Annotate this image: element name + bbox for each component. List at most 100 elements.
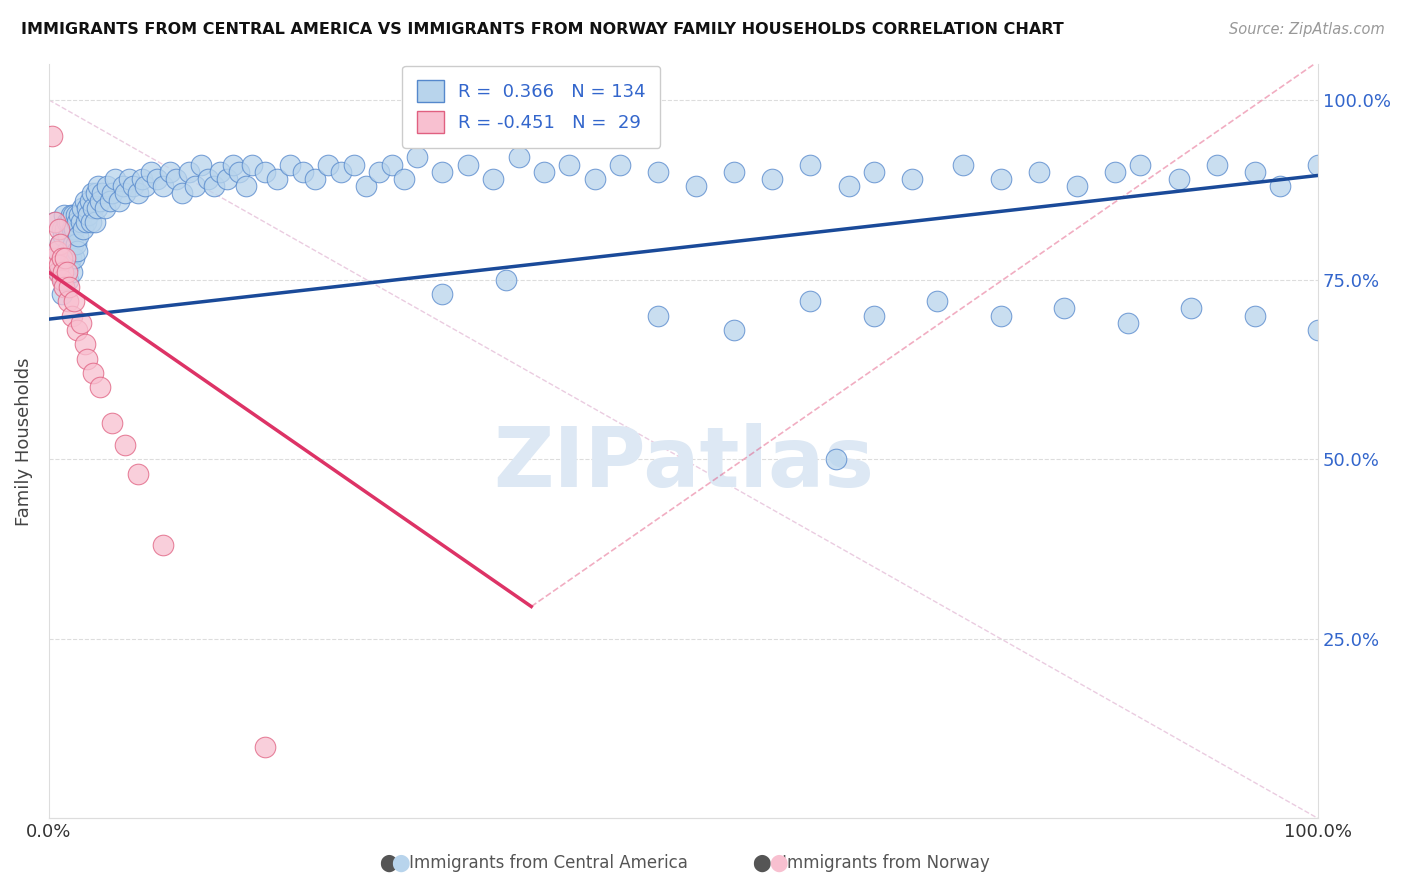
Point: [152, 538, 174, 552]
Point: [60, 309, 83, 323]
Point: [278, 158, 301, 172]
Point: [723, 323, 745, 337]
Point: [1066, 179, 1088, 194]
Point: [51, 251, 73, 265]
Point: [127, 467, 149, 481]
Point: [104, 172, 127, 186]
Point: [228, 165, 250, 179]
Point: [118, 172, 141, 186]
Point: [356, 179, 378, 194]
Point: [80, 215, 103, 229]
Point: [1129, 158, 1152, 172]
Point: [107, 194, 129, 208]
Point: [89, 194, 111, 208]
Point: [146, 172, 169, 186]
Point: [609, 158, 631, 172]
Point: [56, 272, 79, 286]
Point: [1116, 316, 1139, 330]
Text: ZIPatlas: ZIPatlas: [494, 424, 875, 504]
Point: [152, 179, 174, 194]
Point: [49, 236, 72, 251]
Point: [253, 739, 276, 754]
Point: [62, 236, 84, 251]
Point: [51, 272, 73, 286]
Point: [58, 258, 80, 272]
Point: [53, 251, 76, 265]
Text: ⬤  Immigrants from Norway: ⬤ Immigrants from Norway: [754, 855, 990, 872]
Point: [76, 351, 98, 366]
Point: [266, 172, 288, 186]
Point: [87, 179, 110, 194]
Point: [1308, 158, 1330, 172]
Point: [77, 208, 100, 222]
Point: [165, 172, 187, 186]
Point: [172, 186, 194, 201]
Point: [799, 294, 821, 309]
Point: [131, 172, 153, 186]
Point: [190, 158, 212, 172]
Point: [83, 215, 105, 229]
Point: [55, 244, 77, 258]
Legend: R =  0.366   N = 134, R = -0.451   N =  29: R = 0.366 N = 134, R = -0.451 N = 29: [402, 65, 661, 147]
Point: [89, 380, 111, 394]
Point: [44, 215, 66, 229]
Point: [316, 158, 339, 172]
Point: [67, 208, 90, 222]
Point: [177, 165, 200, 179]
Point: [457, 158, 479, 172]
Point: [86, 201, 108, 215]
Point: [58, 215, 80, 229]
Point: [53, 208, 76, 222]
Point: [1243, 309, 1265, 323]
Point: [209, 165, 232, 179]
Point: [368, 165, 391, 179]
Point: [48, 222, 70, 236]
Point: [63, 222, 86, 236]
Point: [73, 194, 96, 208]
Point: [59, 251, 82, 265]
Point: [197, 172, 219, 186]
Point: [55, 215, 77, 229]
Text: ⬤: ⬤: [769, 855, 789, 872]
Point: [67, 229, 90, 244]
Point: [1308, 323, 1330, 337]
Point: [235, 179, 257, 194]
Point: [76, 201, 98, 215]
Point: [863, 165, 886, 179]
Point: [215, 172, 238, 186]
Point: [48, 258, 70, 272]
Point: [52, 272, 75, 286]
Point: [82, 201, 104, 215]
Point: [66, 323, 89, 337]
Point: [75, 215, 97, 229]
Point: [101, 186, 124, 201]
Point: [41, 128, 63, 143]
Text: ⬤  Immigrants from Central America: ⬤ Immigrants from Central America: [381, 855, 688, 872]
Point: [723, 165, 745, 179]
Point: [56, 229, 79, 244]
Point: [69, 215, 91, 229]
Point: [121, 179, 143, 194]
Point: [558, 158, 581, 172]
Point: [202, 179, 225, 194]
Point: [394, 172, 416, 186]
Point: [65, 208, 87, 222]
Point: [1180, 301, 1202, 316]
Point: [329, 165, 352, 179]
Point: [69, 316, 91, 330]
Point: [51, 258, 73, 272]
Point: [647, 165, 669, 179]
Point: [49, 236, 72, 251]
Point: [508, 151, 530, 165]
Point: [52, 265, 75, 279]
Point: [863, 309, 886, 323]
Point: [70, 201, 93, 215]
Point: [58, 280, 80, 294]
Point: [990, 172, 1012, 186]
Point: [48, 265, 70, 279]
Point: [79, 194, 101, 208]
Point: [101, 417, 124, 431]
Point: [406, 151, 429, 165]
Point: [60, 265, 83, 279]
Point: [1167, 172, 1189, 186]
